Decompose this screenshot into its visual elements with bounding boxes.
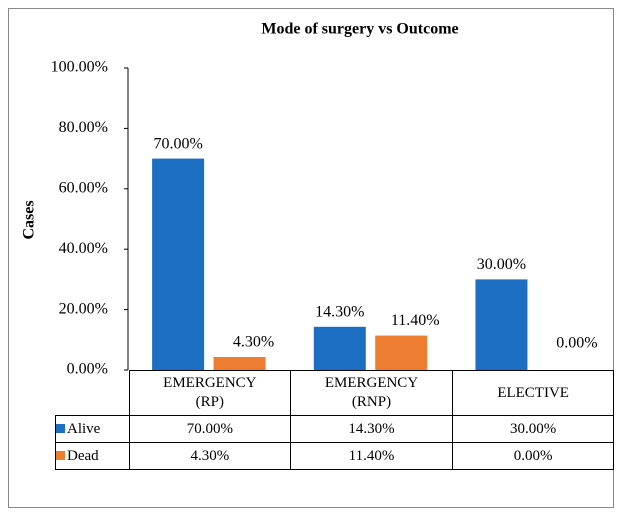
table-row: Dead 4.30% 11.40% 0.00% bbox=[55, 442, 615, 470]
legend-label: Alive bbox=[67, 420, 101, 437]
table-header-cell: EMERGENCY (RNP) bbox=[290, 370, 453, 416]
y-tick-label: 80.00% bbox=[59, 119, 108, 136]
table-row: Alive 70.00% 14.30% 30.00% bbox=[55, 415, 615, 443]
category-label: ELECTIVE bbox=[497, 384, 569, 401]
y-tick-label: 60.00% bbox=[59, 179, 108, 196]
data-label: 70.00% bbox=[153, 135, 202, 152]
chart-border bbox=[8, 8, 614, 508]
data-label: 4.30% bbox=[233, 334, 274, 351]
category-label: EMERGENCY (RP) bbox=[163, 375, 257, 410]
legend-cell: Alive bbox=[55, 415, 130, 443]
table-corner bbox=[56, 371, 130, 416]
table-cell: 30.00% bbox=[451, 415, 615, 443]
legend-label: Dead bbox=[67, 447, 99, 464]
bar bbox=[313, 326, 366, 370]
y-tick-label: 0.00% bbox=[67, 361, 108, 378]
table-cell: 11.40% bbox=[290, 442, 453, 470]
data-label: 14.30% bbox=[315, 303, 364, 320]
y-axis-label: Cases bbox=[21, 200, 38, 239]
data-label: 30.00% bbox=[477, 256, 526, 273]
bar bbox=[213, 357, 266, 370]
table-cell: 14.30% bbox=[290, 415, 453, 443]
table-header-row: EMERGENCY (RP) EMERGENCY (RNP) ELECTIVE bbox=[56, 370, 615, 416]
bar bbox=[152, 158, 205, 370]
bar bbox=[475, 279, 528, 370]
data-label: 11.40% bbox=[391, 312, 440, 329]
y-tick-label: 20.00% bbox=[59, 300, 108, 317]
table-cell: 4.30% bbox=[128, 442, 292, 470]
data-table: EMERGENCY (RP) EMERGENCY (RNP) ELECTIVE Ali… bbox=[55, 370, 615, 470]
data-label: 0.00% bbox=[556, 335, 597, 352]
legend-cell: Dead bbox=[55, 442, 130, 470]
table-cell: 70.00% bbox=[128, 415, 292, 443]
table-header-cell: ELECTIVE bbox=[451, 370, 615, 416]
legend-key bbox=[56, 450, 65, 460]
y-tick-label: 100.00% bbox=[51, 59, 108, 76]
table-header-cell: EMERGENCY (RP) bbox=[128, 370, 292, 416]
bar bbox=[375, 335, 428, 370]
y-tick-label: 40.00% bbox=[59, 240, 108, 257]
chart-title: Mode of surgery vs Outcome bbox=[261, 21, 458, 38]
table-cell: 0.00% bbox=[451, 442, 615, 470]
category-label: EMERGENCY (RNP) bbox=[324, 375, 419, 410]
legend-key bbox=[56, 423, 65, 433]
